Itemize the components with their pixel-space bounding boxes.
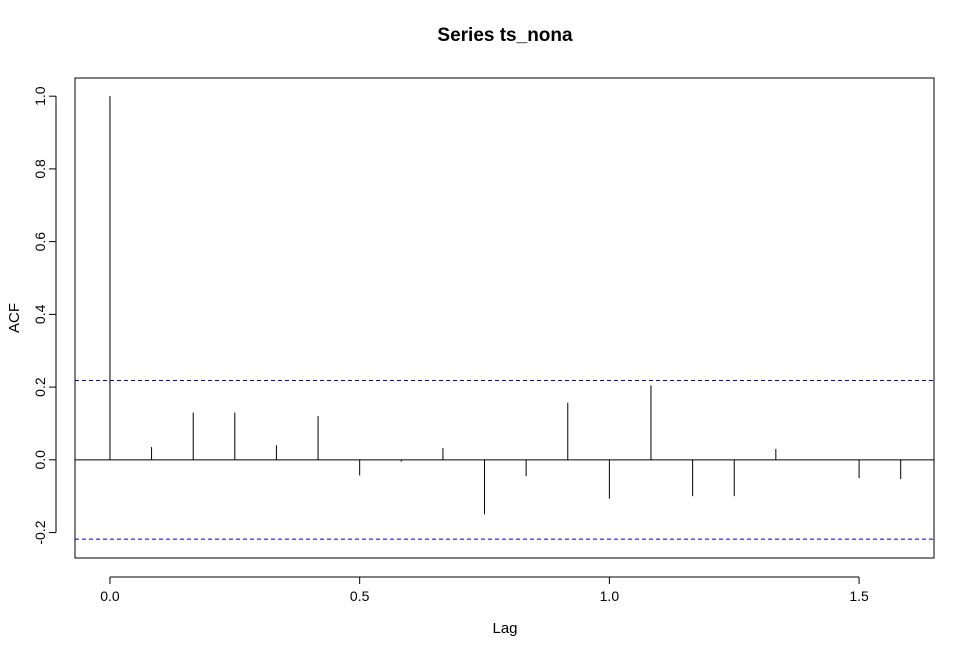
y-tick-label: 0.6 — [32, 232, 48, 252]
chart-title: Series ts_nona — [437, 25, 573, 46]
y-axis-label: ACF — [6, 303, 23, 333]
x-tick-label: 1.0 — [600, 588, 620, 604]
plot-area: 0.0 0.5 1.0 1.5 -0.2 0.0 0.2 0.4 0.6 0.8 1.0 — [32, 86, 934, 604]
y-tick-label: 0.8 — [32, 159, 48, 179]
plot-frame — [74, 77, 935, 559]
x-tick-label: 0.0 — [100, 588, 120, 604]
y-tick-label: -0.2 — [32, 520, 48, 544]
x-axis-label: Lag — [492, 620, 517, 637]
y-tick-label: 0.2 — [32, 377, 48, 397]
y-tick-label: 1.0 — [32, 86, 48, 106]
y-tick-label: 0.4 — [32, 304, 48, 324]
x-tick-label: 1.5 — [849, 588, 869, 604]
x-tick-label: 0.5 — [350, 588, 370, 604]
y-tick-label: 0.0 — [32, 450, 48, 470]
